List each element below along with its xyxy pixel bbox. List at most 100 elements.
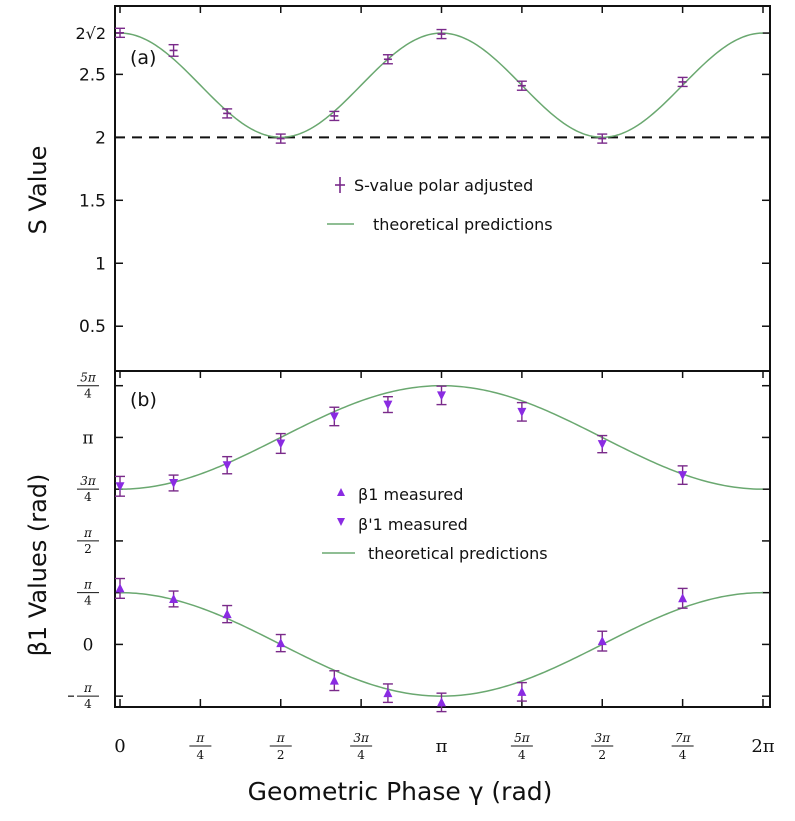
x-tick-label-2: π2 bbox=[269, 731, 292, 762]
tick-numerator: 3π bbox=[353, 731, 370, 745]
tick-numerator: π bbox=[195, 731, 205, 745]
triangle-down-marker bbox=[383, 400, 393, 410]
data-point-beta1 bbox=[222, 604, 233, 624]
triangle-down-marker bbox=[597, 440, 607, 450]
tick-numerator: 5π bbox=[514, 731, 531, 745]
legend-b: β1 measured β'1 measured theoretical pre… bbox=[322, 485, 548, 563]
tick-numerator: 7π bbox=[675, 731, 692, 745]
y-tick-label-a-2: 1.5 bbox=[79, 191, 106, 211]
triangle-down-marker bbox=[222, 461, 232, 471]
panel-a-label: (a) bbox=[130, 47, 156, 69]
data-point-beta1prime bbox=[597, 434, 608, 454]
data-point-beta1prime bbox=[436, 385, 447, 406]
triangle-up-marker bbox=[383, 688, 393, 698]
legend-b-marker-down bbox=[337, 518, 345, 526]
x-tick-label-7: 7π4 bbox=[671, 731, 694, 762]
data-point-beta1 bbox=[436, 692, 447, 713]
tick-denominator: 2 bbox=[598, 748, 606, 762]
triangle-down-marker bbox=[276, 439, 286, 449]
data-point-beta1 bbox=[516, 681, 527, 702]
legend-b-label-theory: theoretical predictions bbox=[368, 544, 548, 563]
legend-a-label-svalue: S-value polar adjusted bbox=[354, 176, 533, 195]
y-tick-label-b-5: π bbox=[82, 428, 93, 448]
tick-value: 2π bbox=[751, 736, 774, 757]
theory-curve-a bbox=[119, 32, 764, 139]
data-point-beta1 bbox=[168, 590, 179, 608]
triangle-down-marker bbox=[329, 412, 339, 422]
tick-denominator: 4 bbox=[679, 748, 687, 762]
data-point-svalue bbox=[168, 43, 179, 57]
tick-numerator: π bbox=[83, 681, 93, 695]
tick-numerator: π bbox=[83, 578, 93, 592]
y-tick-label-b-4: 3π4 bbox=[77, 474, 99, 504]
legend-a: S-value polar adjusted theoretical predi… bbox=[327, 176, 553, 234]
y-axis-title-a: S Value bbox=[24, 146, 52, 235]
panel-b-label: (b) bbox=[130, 389, 157, 411]
triangle-down-marker bbox=[517, 407, 527, 417]
triangle-up-marker bbox=[437, 697, 446, 707]
triangle-up-marker bbox=[222, 609, 232, 619]
triangle-up-marker bbox=[517, 686, 527, 696]
y-tick-label-b-6: 5π4 bbox=[77, 371, 99, 401]
x-tick-label-6: 3π2 bbox=[591, 731, 614, 762]
triangle-down-marker bbox=[437, 391, 446, 401]
data-point-beta1prime bbox=[677, 465, 688, 486]
panel-b-frame bbox=[114, 370, 771, 708]
x-tick-label-0: 0 bbox=[114, 736, 125, 757]
data-point-svalue bbox=[677, 76, 688, 88]
data-point-svalue bbox=[516, 80, 527, 91]
y-tick-label-b-3: π2 bbox=[77, 526, 99, 556]
tick-numerator: π bbox=[276, 731, 286, 745]
x-tick-label-4: π bbox=[436, 736, 448, 757]
tick-numerator: 5π bbox=[80, 371, 97, 385]
y-tick-label-a-0: 0.5 bbox=[79, 317, 106, 337]
triangle-up-marker bbox=[115, 583, 125, 593]
tick-numerator: 3π bbox=[594, 731, 611, 745]
data-point-beta1prime bbox=[275, 432, 286, 455]
data-point-beta1 bbox=[677, 587, 688, 609]
tick-denominator: 4 bbox=[518, 748, 526, 762]
data-point-beta1 bbox=[275, 633, 286, 653]
data-point-beta1 bbox=[329, 670, 340, 692]
tick-denominator: 4 bbox=[84, 387, 92, 401]
data-point-svalue bbox=[436, 28, 447, 40]
x-tick-label-5: 5π4 bbox=[510, 731, 533, 762]
tick-denominator: 4 bbox=[357, 748, 365, 762]
tick-value: π bbox=[436, 736, 448, 757]
y-tick-label-a-4: 2.5 bbox=[79, 65, 106, 85]
triangle-up-marker bbox=[169, 593, 179, 603]
tick-numerator: 3π bbox=[80, 474, 97, 488]
data-point-svalue bbox=[275, 133, 286, 144]
data-point-beta1prime bbox=[168, 474, 179, 492]
triangle-up-marker bbox=[276, 638, 286, 648]
tick-value: π bbox=[82, 428, 93, 448]
y-tick-label-a-1: 1 bbox=[95, 254, 106, 274]
data-point-svalue bbox=[597, 133, 608, 144]
data-point-beta1prime bbox=[222, 455, 233, 475]
y-tick-label-a-3: 2 bbox=[95, 128, 106, 148]
x-tick-label-1: π4 bbox=[189, 731, 212, 762]
theory-curve-beta1 bbox=[119, 591, 764, 697]
tick-denominator: 4 bbox=[197, 748, 205, 762]
y-axis-title-b: β1 Values (rad) bbox=[24, 474, 52, 657]
y-tick-label-b-1: 0 bbox=[83, 635, 94, 655]
legend-b-label-beta1: β1 measured bbox=[358, 485, 463, 504]
data-point-svalue bbox=[115, 27, 125, 39]
triangle-down-marker bbox=[169, 479, 179, 488]
legend-b-label-beta1prime: β'1 measured bbox=[358, 515, 468, 534]
panel-a-plot: 0.5 1 1.5 2 2.5 2√2 bbox=[75, 6, 770, 337]
tick-denominator: 4 bbox=[84, 697, 92, 711]
data-point-svalue bbox=[329, 110, 340, 122]
data-point-svalue bbox=[222, 108, 233, 119]
legend-a-marker-plus bbox=[335, 177, 345, 193]
data-point-beta1prime bbox=[329, 406, 340, 427]
triangle-up-marker bbox=[597, 636, 607, 646]
triangle-down-marker bbox=[678, 471, 688, 481]
data-point-beta1 bbox=[115, 577, 125, 599]
data-point-beta1prime bbox=[115, 475, 125, 497]
tick-denominator: 2 bbox=[84, 542, 92, 556]
data-point-beta1prime bbox=[516, 401, 527, 422]
legend-a-label-theory: theoretical predictions bbox=[373, 215, 553, 234]
